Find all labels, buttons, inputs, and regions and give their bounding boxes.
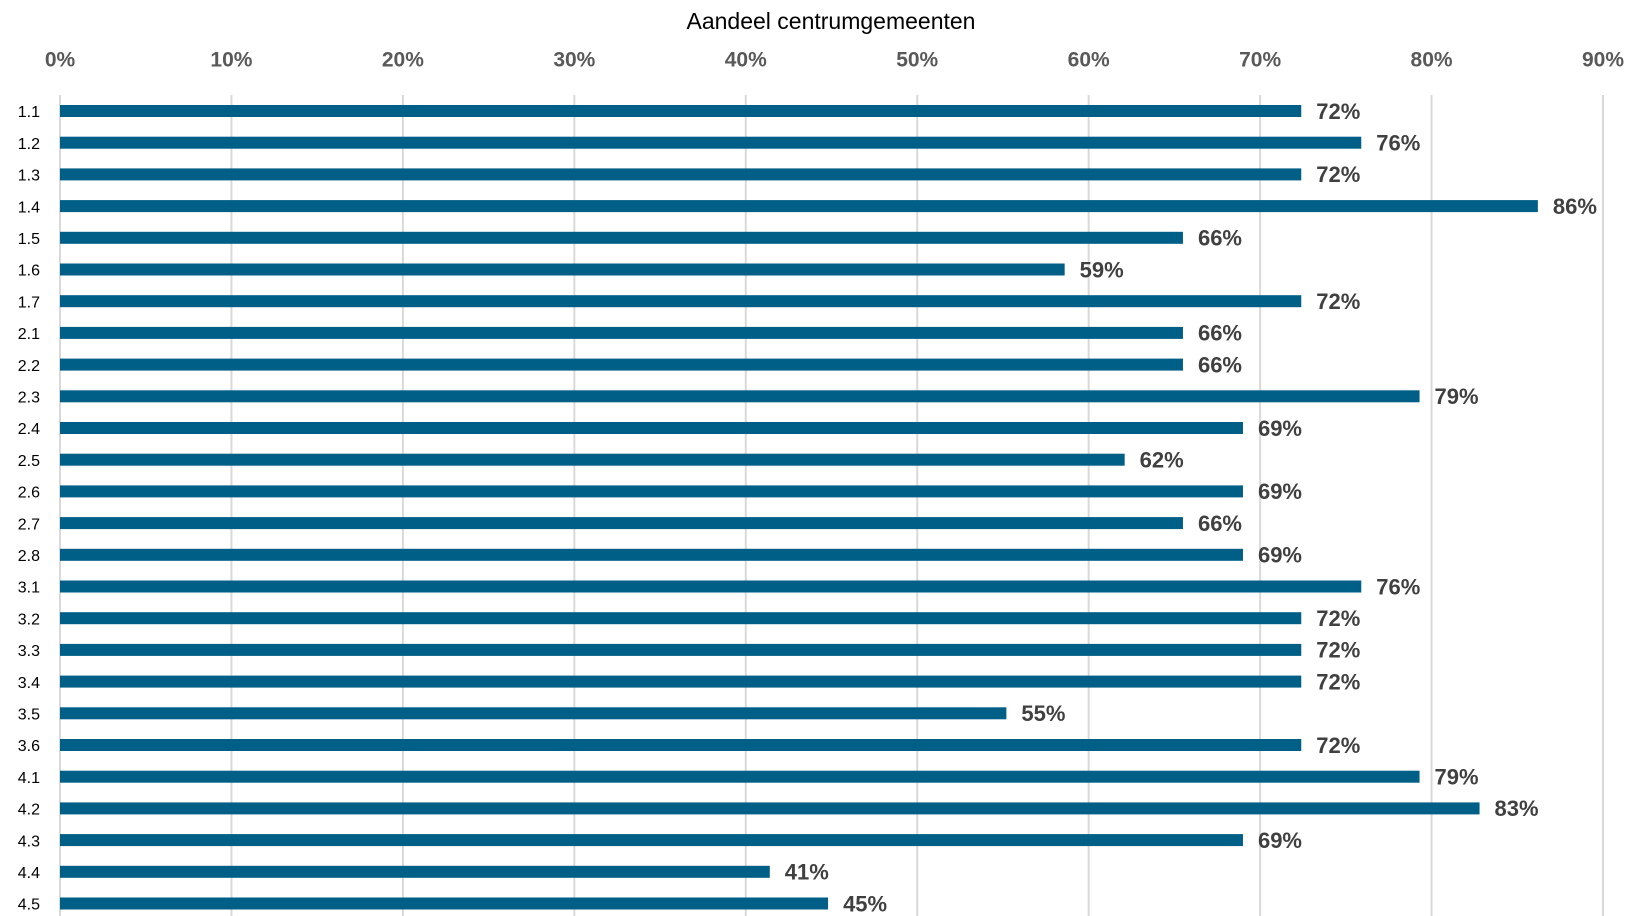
- data-label: 69%: [1258, 543, 1302, 568]
- bar: [60, 739, 1302, 751]
- y-tick-label: 1.6: [18, 263, 40, 280]
- bar: [60, 358, 1183, 371]
- x-tick-label: 60%: [1068, 49, 1110, 72]
- data-label: 59%: [1080, 257, 1124, 282]
- bar: [60, 580, 1362, 593]
- bar: [60, 422, 1243, 434]
- data-label: 41%: [785, 860, 829, 885]
- data-label: 86%: [1553, 194, 1597, 219]
- bar: [60, 612, 1302, 625]
- y-tick-label: 2.4: [18, 421, 40, 438]
- x-tick-label: 10%: [210, 49, 252, 72]
- y-tick-label: 3.3: [18, 643, 40, 660]
- data-label: 72%: [1316, 669, 1360, 694]
- data-label: 72%: [1316, 289, 1360, 314]
- y-tick-label: 3.2: [18, 611, 40, 628]
- bar: [60, 263, 1065, 276]
- y-tick-label: 4.4: [18, 865, 40, 882]
- y-tick-label: 2.5: [18, 453, 40, 470]
- bar: [60, 834, 1243, 847]
- y-tick-label: 4.3: [18, 833, 40, 850]
- data-label: 66%: [1198, 511, 1242, 536]
- y-tick-label: 1.2: [18, 136, 40, 153]
- data-label: 79%: [1435, 765, 1479, 790]
- x-tick-label: 50%: [896, 49, 938, 72]
- data-label: 69%: [1258, 828, 1302, 853]
- axis-title: Aandeel centrumgemeenten: [687, 8, 976, 34]
- bar: [60, 802, 1480, 815]
- x-tick-label: 90%: [1582, 49, 1624, 72]
- y-tick-label: 1.3: [18, 168, 40, 185]
- data-label: 72%: [1316, 638, 1360, 663]
- data-label: 66%: [1198, 352, 1242, 377]
- y-tick-label: 3.1: [18, 580, 40, 597]
- y-tick-label: 3.5: [18, 707, 40, 724]
- bar: [60, 136, 1362, 149]
- data-label: 76%: [1376, 131, 1420, 156]
- bar: [60, 517, 1183, 530]
- data-label: 69%: [1258, 479, 1302, 504]
- bar: [60, 453, 1125, 466]
- bar: [60, 326, 1183, 339]
- bar: [60, 643, 1302, 656]
- y-tick-label: 1.4: [18, 199, 40, 216]
- y-tick-label: 3.4: [18, 675, 40, 692]
- bar: [60, 865, 770, 878]
- y-tick-label: 3.6: [18, 738, 40, 755]
- x-tick-label: 30%: [553, 49, 595, 72]
- y-tick-label: 2.8: [18, 548, 40, 565]
- bar: [60, 390, 1420, 403]
- data-label: 66%: [1198, 321, 1242, 346]
- data-label: 55%: [1021, 701, 1065, 726]
- data-label: 45%: [843, 891, 887, 916]
- data-label: 66%: [1198, 226, 1242, 251]
- x-tick-label: 0%: [45, 49, 76, 72]
- y-tick-label: 4.2: [18, 802, 40, 819]
- data-label: 76%: [1376, 574, 1420, 599]
- data-label: 72%: [1316, 162, 1360, 187]
- y-tick-label: 2.7: [18, 516, 40, 533]
- x-tick-label: 40%: [725, 49, 767, 72]
- data-label: 69%: [1258, 416, 1302, 441]
- data-label: 72%: [1316, 733, 1360, 758]
- y-tick-label: 2.6: [18, 485, 40, 502]
- y-tick-label: 2.2: [18, 358, 40, 375]
- data-label: 62%: [1140, 448, 1184, 473]
- y-tick-label: 2.3: [18, 390, 40, 407]
- y-tick-label: 1.1: [18, 104, 40, 121]
- bar: [60, 168, 1302, 181]
- bar: [60, 707, 1007, 720]
- data-label: 72%: [1316, 606, 1360, 631]
- data-label: 79%: [1435, 384, 1479, 409]
- y-tick-label: 2.1: [18, 326, 40, 343]
- x-tick-label: 80%: [1411, 49, 1453, 72]
- y-tick-label: 1.7: [18, 294, 40, 311]
- data-label: 72%: [1316, 99, 1360, 124]
- bar: [60, 770, 1420, 783]
- y-tick-label: 4.1: [18, 770, 40, 787]
- y-tick-label: 4.5: [18, 897, 40, 914]
- bar: [60, 675, 1302, 688]
- bar: [60, 200, 1538, 213]
- bar: [60, 548, 1243, 561]
- bar: [60, 105, 1302, 117]
- bar: [60, 485, 1243, 498]
- data-label: 83%: [1495, 796, 1539, 821]
- bar: [60, 897, 829, 910]
- bar: [60, 231, 1183, 244]
- bar: [60, 295, 1302, 308]
- y-tick-label: 1.5: [18, 231, 40, 248]
- x-tick-label: 20%: [382, 49, 424, 72]
- x-tick-label: 70%: [1239, 49, 1281, 72]
